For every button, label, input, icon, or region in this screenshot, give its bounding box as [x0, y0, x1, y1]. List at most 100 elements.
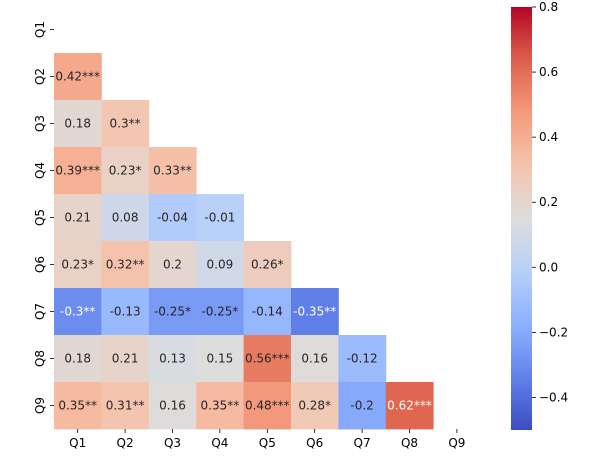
heatmap-cell-label-q3-q2: 0.3**: [110, 117, 141, 131]
colorbar-tick-label-0: −0.4: [539, 390, 568, 404]
heatmap-cell-q7-q3: [148, 288, 197, 336]
heatmap-cell-q6-q3: [148, 241, 197, 289]
y-tick-label-q6: Q6: [33, 256, 47, 273]
heatmap-cell-q4-q3: [148, 147, 197, 195]
heatmap-cell-label-q9-q2: 0.31**: [106, 399, 145, 413]
heatmap-cell-label-q6-q1: 0.23*: [61, 258, 94, 272]
colorbar: −0.4 −0.2 0.0 0.2 0.4 0.6 0.8: [511, 0, 568, 430]
heatmap-cell-q6-q5: [243, 241, 292, 289]
heatmap-cell-label-q9-q8: 0.62***: [387, 399, 432, 413]
colorbar-tick-label-6: 0.8: [539, 0, 558, 14]
heatmap-cell-q9-q7: [338, 382, 387, 430]
x-tick-label-q8: Q8: [401, 436, 418, 450]
heatmap-cell-q4-q1: [54, 147, 102, 195]
heatmap-cell-q9-q6: [291, 382, 339, 430]
heatmap-cells: [54, 53, 434, 430]
heatmap-cell-label-q4-q3: 0.33**: [153, 164, 192, 178]
x-tick-label-q2: Q2: [117, 436, 134, 450]
heatmap-cell-q8-q5: [243, 335, 292, 383]
heatmap-cell-q3-q1: [54, 100, 102, 148]
heatmap-cell-q9-q2: [101, 382, 150, 430]
x-tick-label-q5: Q5: [259, 436, 276, 450]
heatmap-cell-label-q7-q4: -0.25*: [201, 305, 238, 319]
heatmap-cell-label-q6-q2: 0.32**: [106, 258, 145, 272]
heatmap-cell-label-q5-q1: 0.21: [64, 211, 91, 225]
heatmap-cell-label-q8-q2: 0.21: [112, 352, 139, 366]
heatmap-cell-q9-q5: [243, 382, 292, 430]
heatmap-cell-q5-q1: [54, 194, 102, 242]
heatmap-cell-q8-q3: [148, 335, 197, 383]
heatmap-cell-label-q9-q3: 0.16: [159, 399, 186, 413]
heatmap-cell-q8-q4: [196, 335, 244, 383]
x-tick-label-q3: Q3: [164, 436, 181, 450]
heatmap-cell-label-q9-q4: 0.35**: [201, 399, 240, 413]
heatmap-cell-label-q2-q1: 0.42***: [55, 70, 100, 84]
heatmap-cell-label-q5-q2: 0.08: [112, 211, 139, 225]
heatmap-cell-label-q8-q1: 0.18: [64, 352, 91, 366]
heatmap-cell-q5-q3: [148, 194, 197, 242]
heatmap-cell-q9-q1: [54, 382, 102, 430]
heatmap-cell-q5-q2: [101, 194, 150, 242]
heatmap-cell-q9-q8: [385, 382, 434, 430]
colorbar-gradient: [511, 7, 532, 430]
heatmap-cell-q4-q2: [101, 147, 150, 195]
colorbar-tick-label-2: 0.0: [539, 260, 558, 274]
y-tick-label-q2: Q2: [33, 68, 47, 85]
heatmap-cell-label-q5-q3: -0.04: [157, 211, 188, 225]
x-axis-ticks: Q1 Q2 Q3 Q4 Q5 Q6 Q7 Q8 Q9: [69, 429, 465, 450]
heatmap-cell-label-q6-q3: 0.2: [163, 258, 182, 272]
heatmap-cell-q3-q2: [101, 100, 150, 148]
heatmap-cell-label-q8-q4: 0.15: [207, 352, 234, 366]
heatmap-cell-q2-q1: [54, 53, 102, 101]
y-tick-label-q3: Q3: [33, 115, 47, 132]
heatmap-cell-label-q9-q7: -0.2: [350, 399, 373, 413]
heatmap-cell-q7-q5: [243, 288, 292, 336]
x-tick-label-q9: Q9: [448, 436, 465, 450]
heatmap-cell-q8-q7: [338, 335, 387, 383]
heatmap-cell-label-q8-q5: 0.56***: [245, 352, 290, 366]
heatmap-cell-q7-q1: [54, 288, 102, 336]
heatmap-cell-q9-q4: [196, 382, 244, 430]
heatmap-cell-label-q8-q7: -0.12: [347, 352, 378, 366]
heatmap-cell-label-q6-q5: 0.26*: [251, 258, 284, 272]
heatmap-cell-label-q6-q4: 0.09: [207, 258, 234, 272]
colorbar-tick-label-3: 0.2: [539, 195, 558, 209]
y-tick-label-q5: Q5: [33, 209, 47, 226]
heatmap-cell-q5-q4: [196, 194, 244, 242]
x-tick-label-q1: Q1: [69, 436, 86, 450]
heatmap-cell-label-q7-q1: -0.3**: [60, 305, 95, 319]
heatmap-cell-q6-q1: [54, 241, 102, 289]
heatmap-cell-q8-q6: [291, 335, 339, 383]
heatmap-cell-label-q4-q1: 0.39***: [55, 164, 100, 178]
heatmap-cell-q7-q4: [196, 288, 244, 336]
x-tick-label-q7: Q7: [354, 436, 371, 450]
heatmap-cell-q6-q2: [101, 241, 150, 289]
heatmap-cell-label-q3-q1: 0.18: [64, 117, 91, 131]
heatmap-cell-label-q8-q3: 0.13: [159, 352, 186, 366]
y-tick-label-q9: Q9: [33, 397, 47, 414]
heatmap-cell-label-q7-q2: -0.13: [110, 305, 141, 319]
heatmap-cell-label-q7-q5: -0.14: [252, 305, 283, 319]
y-tick-label-q4: Q4: [33, 162, 47, 179]
x-tick-label-q6: Q6: [306, 436, 323, 450]
x-tick-label-q4: Q4: [211, 436, 228, 450]
heatmap-cell-label-q9-q6: 0.28*: [298, 399, 331, 413]
heatmap-cell-q9-q3: [148, 382, 197, 430]
heatmap-cell-q8-q2: [101, 335, 150, 383]
heatmap-cell-label-q7-q3: -0.25*: [154, 305, 191, 319]
y-tick-label-q7: Q7: [33, 303, 47, 320]
y-tick-label-q1: Q1: [33, 21, 47, 38]
heatmap-cell-label-q8-q6: 0.16: [301, 352, 328, 366]
heatmap-cell-q6-q4: [196, 241, 244, 289]
heatmap-cell-label-q4-q2: 0.23*: [109, 164, 142, 178]
heatmap-cell-q7-q2: [101, 288, 150, 336]
y-tick-label-q8: Q8: [33, 350, 47, 367]
colorbar-tick-label-4: 0.4: [539, 130, 558, 144]
heatmap-cell-q7-q6: [291, 288, 339, 336]
heatmap-cell-label-q7-q6: -0.35**: [293, 305, 336, 319]
y-axis-ticks: Q1 Q2 Q3 Q4 Q5 Q6 Q7 Q8 Q9: [33, 21, 54, 414]
colorbar-tick-label-5: 0.6: [539, 65, 558, 79]
heatmap-annotations: 0.42*** 0.18 0.3** 0.39*** 0.23* 0.33** 0.21 0.…: [55, 70, 432, 413]
heatmap-cell-label-q9-q5: 0.48***: [245, 399, 290, 413]
